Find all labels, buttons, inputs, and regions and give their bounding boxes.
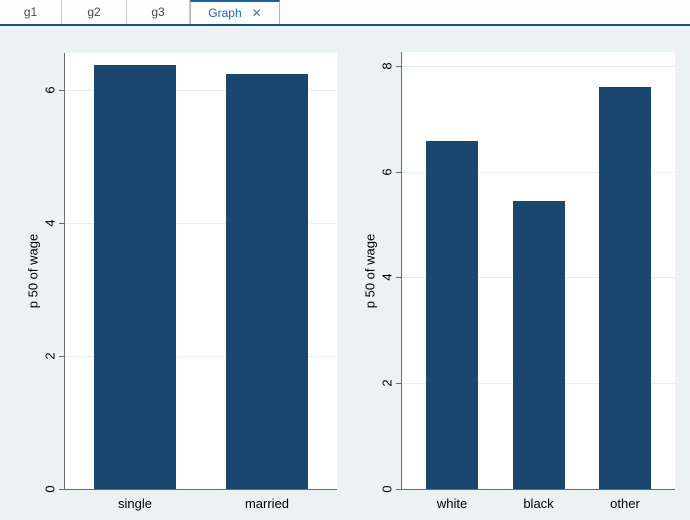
y-tick-0 <box>396 489 401 490</box>
category-label-single: single <box>118 496 152 511</box>
x-axis-line <box>64 489 337 490</box>
y-gridline <box>402 65 675 67</box>
y-axis-title: p 50 of wage <box>362 233 378 308</box>
category-label-other: other <box>610 496 640 511</box>
tab-bar-empty-space <box>280 0 690 24</box>
tab-graph-label: Graph <box>208 6 242 20</box>
tab-g1-label: g1 <box>23 5 38 19</box>
y-tick-4 <box>59 223 64 225</box>
tab-bar: g1 g2 g3 Graph ✕ <box>0 0 690 24</box>
close-icon[interactable]: ✕ <box>251 6 262 20</box>
y-axis-line <box>401 52 402 490</box>
y-tick-label-4: 4 <box>379 273 395 281</box>
tab-g2[interactable]: g2 <box>62 0 127 24</box>
y-tick-2 <box>396 383 401 385</box>
y-tick-label-0: 0 <box>379 485 395 493</box>
y-gridline <box>65 356 337 358</box>
tab-g2-label: g2 <box>87 5 101 19</box>
y-tick-0 <box>59 489 64 490</box>
y-tick-6 <box>396 171 401 173</box>
y-axis-line <box>64 53 65 490</box>
y-tick-8 <box>396 65 401 67</box>
bar-other <box>599 86 651 489</box>
chart-wage-by-marital-status: single married 0 2 4 6 p 50 of wage <box>0 26 690 520</box>
tab-g3[interactable]: g3 <box>127 0 190 24</box>
y-tick-label-6: 6 <box>379 167 395 176</box>
y-tick-label-2: 2 <box>379 379 395 387</box>
graph-canvas: single married 0 2 4 6 p 50 of wage white black… <box>0 26 690 520</box>
tab-g1[interactable]: g1 <box>0 0 62 24</box>
tab-graph[interactable]: Graph ✕ <box>190 0 280 24</box>
category-label-white: white <box>436 496 468 511</box>
category-label-married: married <box>244 496 290 511</box>
tab-bar-underline <box>0 24 690 26</box>
y-tick-6 <box>59 90 64 92</box>
y-tick-label-8: 8 <box>379 62 395 70</box>
y-gridline <box>65 223 337 225</box>
y-gridline <box>402 171 675 173</box>
tab-g3-label: g3 <box>151 5 165 19</box>
bar-married <box>226 74 308 489</box>
x-axis-line <box>401 489 675 490</box>
y-gridline <box>65 90 337 92</box>
y-tick-4 <box>396 277 401 279</box>
bar-single <box>94 64 176 489</box>
category-label-black: black <box>523 496 554 511</box>
chart-wage-by-race: white black other 0 2 4 6 8 p 50 of wage <box>0 26 690 520</box>
bar-black <box>512 200 565 489</box>
bar-white <box>426 140 478 489</box>
y-tick-2 <box>59 356 64 358</box>
